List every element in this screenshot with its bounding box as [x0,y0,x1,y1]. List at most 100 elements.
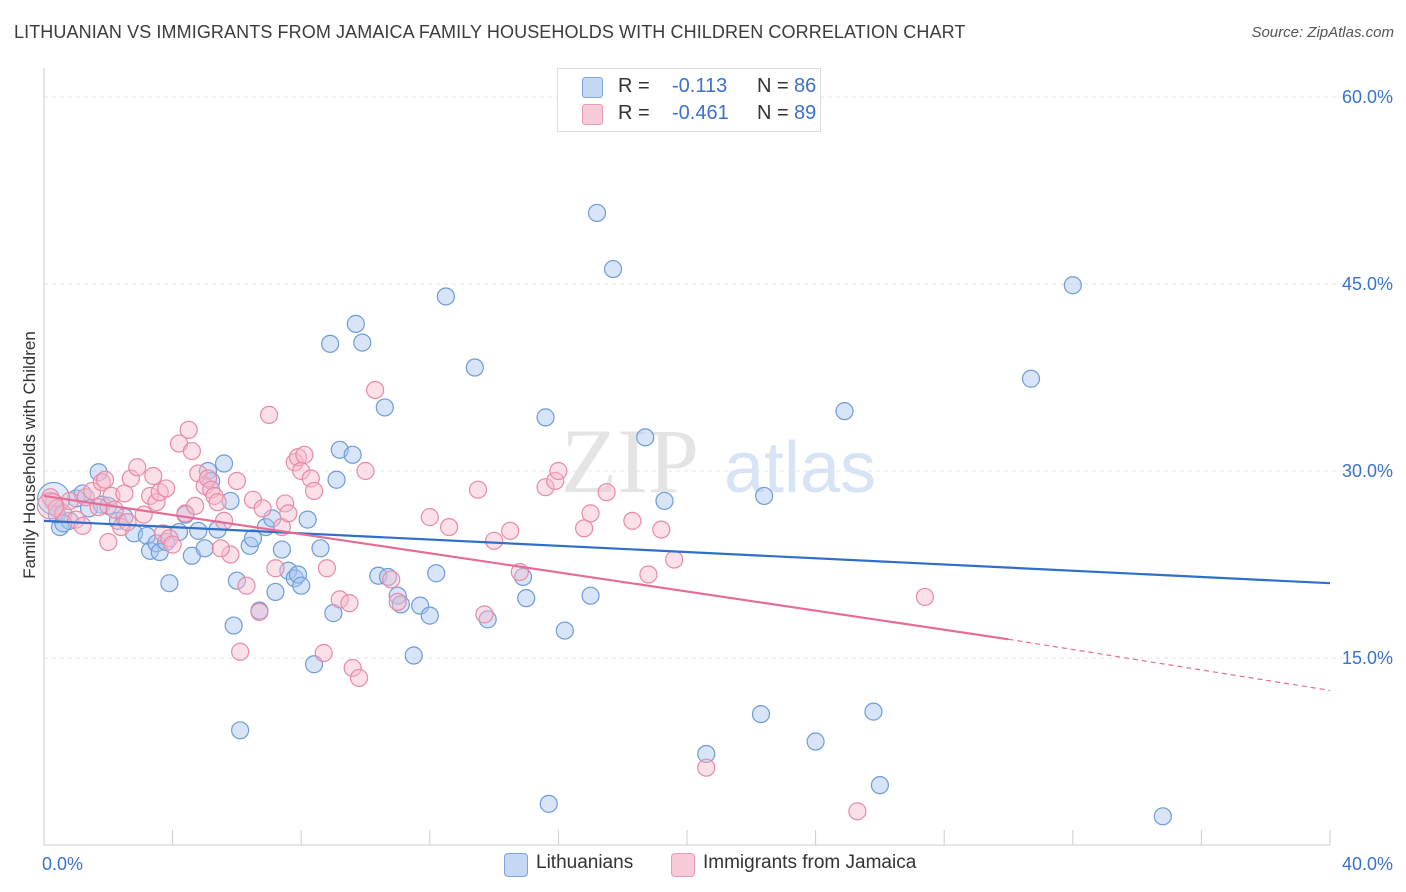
jamaica-point-57 [330,590,349,609]
lithuanian-point-78 [806,732,825,751]
lithuanian-point-23 [195,539,214,558]
jamaica-point-79 [639,565,658,584]
jamaica-point-24 [157,479,176,498]
watermark-atlas: atlas [724,428,876,508]
jamaica-point-33 [198,469,218,488]
jamaica-point-81 [665,550,684,569]
lithuanian-point-58 [404,646,423,665]
jamaica-point-5 [73,516,92,535]
lithuanian-point-60 [420,606,439,625]
jamaica-point-74 [549,461,568,481]
lithuanian-point-79 [835,402,854,421]
trend-lines [43,494,1331,692]
lithuanian-point-55 [378,567,398,587]
lithuanian-point-57 [391,595,410,614]
x-tick-label-1: 40.0% [1342,854,1393,874]
lithuanian-point-51 [346,314,365,333]
lithuanian-point-29 [224,616,243,635]
legend-r-label: R = [618,75,650,97]
lithuanian-point-63 [465,358,484,377]
axes [43,68,1331,846]
lithuanian-point-71 [587,203,607,223]
gridlines [44,96,1392,659]
jamaica-point-61 [356,461,375,481]
jamaica-point-62 [366,380,385,400]
lithuanian-point-76 [751,704,771,724]
legend-swatch-pink [671,853,695,877]
jamaica-point-52 [295,445,314,464]
trend-line-jamaica [43,494,1009,641]
jamaica-point-54 [304,481,324,501]
jamaica-point-19 [134,505,153,524]
jamaica-point-76 [581,504,600,523]
jamaica-point-29 [179,420,198,439]
watermark-zip: ZIP [561,410,699,512]
jamaica-point-84 [915,587,935,607]
lithuanian-point-80 [864,702,883,721]
jamaica-point-18 [128,458,147,477]
jamaica-point-40 [231,642,250,661]
jamaica-point-67 [468,480,488,499]
lithuanian-point-50 [343,445,362,464]
lithuanian-point-61 [427,564,446,583]
lithuanian-point-30 [227,571,246,590]
lithuanian-point-42 [292,576,311,595]
legend-label-jamaica: Immigrants from Jamaica [703,852,917,873]
lithuanian-point-22 [189,521,208,540]
points-lithuanians [37,203,1172,826]
jamaica-point-59 [343,658,362,678]
jamaica-point-15 [115,484,134,503]
jamaica-point-75 [575,519,594,538]
jamaica-point-65 [420,508,439,527]
legend-swatch-pink [582,104,603,125]
x-tick-labels: 0.0% 40.0% [42,854,1393,874]
jamaica-point-63 [382,570,401,589]
lithuanian-point-64 [478,610,497,629]
jamaica-point-10 [95,470,115,489]
y-tick-labels: 15.0% 30.0% 45.0% 60.0% [1342,87,1393,668]
lithuanian-point-69 [555,621,574,640]
jamaica-point-cluster [36,492,65,520]
jamaica-point-82 [697,758,716,777]
watermark: ZIP atlas [561,410,876,512]
lithuanian-point-27 [214,454,234,473]
lithuanian-point-7 [89,463,108,482]
jamaica-point-16 [118,513,137,532]
source-credit: Source: ZipAtlas.com [1251,24,1394,41]
legend-r-value: -0.461 [672,102,729,124]
jamaica-point-55 [314,643,333,663]
jamaica-point-9 [92,473,111,492]
lithuanian-point-74 [655,491,674,511]
jamaica-point-21 [147,493,166,512]
jamaica-point-88 [211,539,230,558]
lithuanian-point-37 [266,582,285,602]
jamaica-point-78 [623,511,642,530]
jamaica-point-85 [186,496,205,516]
jamaica-point-45 [266,559,285,578]
lithuanian-point-54 [375,398,394,417]
jamaica-point-87 [253,499,272,518]
lithuanian-point-68 [539,794,558,813]
jamaica-point-77 [597,483,616,502]
jamaica-point-47 [276,494,295,513]
y-tick-label-1: 30.0% [1342,461,1393,481]
legend-n-label: N = [757,102,789,124]
jamaica-point-86 [144,466,163,486]
lithuanian-point-83 [1063,276,1082,295]
series-legend: Lithuanians Immigrants from Jamaica [0,850,1406,880]
points-jamaica [36,380,935,821]
jamaica-point-13 [105,500,124,519]
jamaica-point-80 [652,520,671,539]
lithuanian-point-72 [603,259,623,279]
lithuanian-point-41 [288,565,308,584]
legend-n-label: N = [757,75,789,97]
trend-line-lithuanians [43,519,1331,585]
jamaica-point-70 [501,521,520,540]
legend-label-lithuanians: Lithuanians [536,852,634,873]
lithuanian-point-43 [298,510,317,529]
lithuanian-point-18 [160,574,179,593]
lithuanian-point-33 [243,529,263,548]
y-tick-label-3: 60.0% [1342,87,1393,107]
jamaica-point-58 [340,594,359,613]
